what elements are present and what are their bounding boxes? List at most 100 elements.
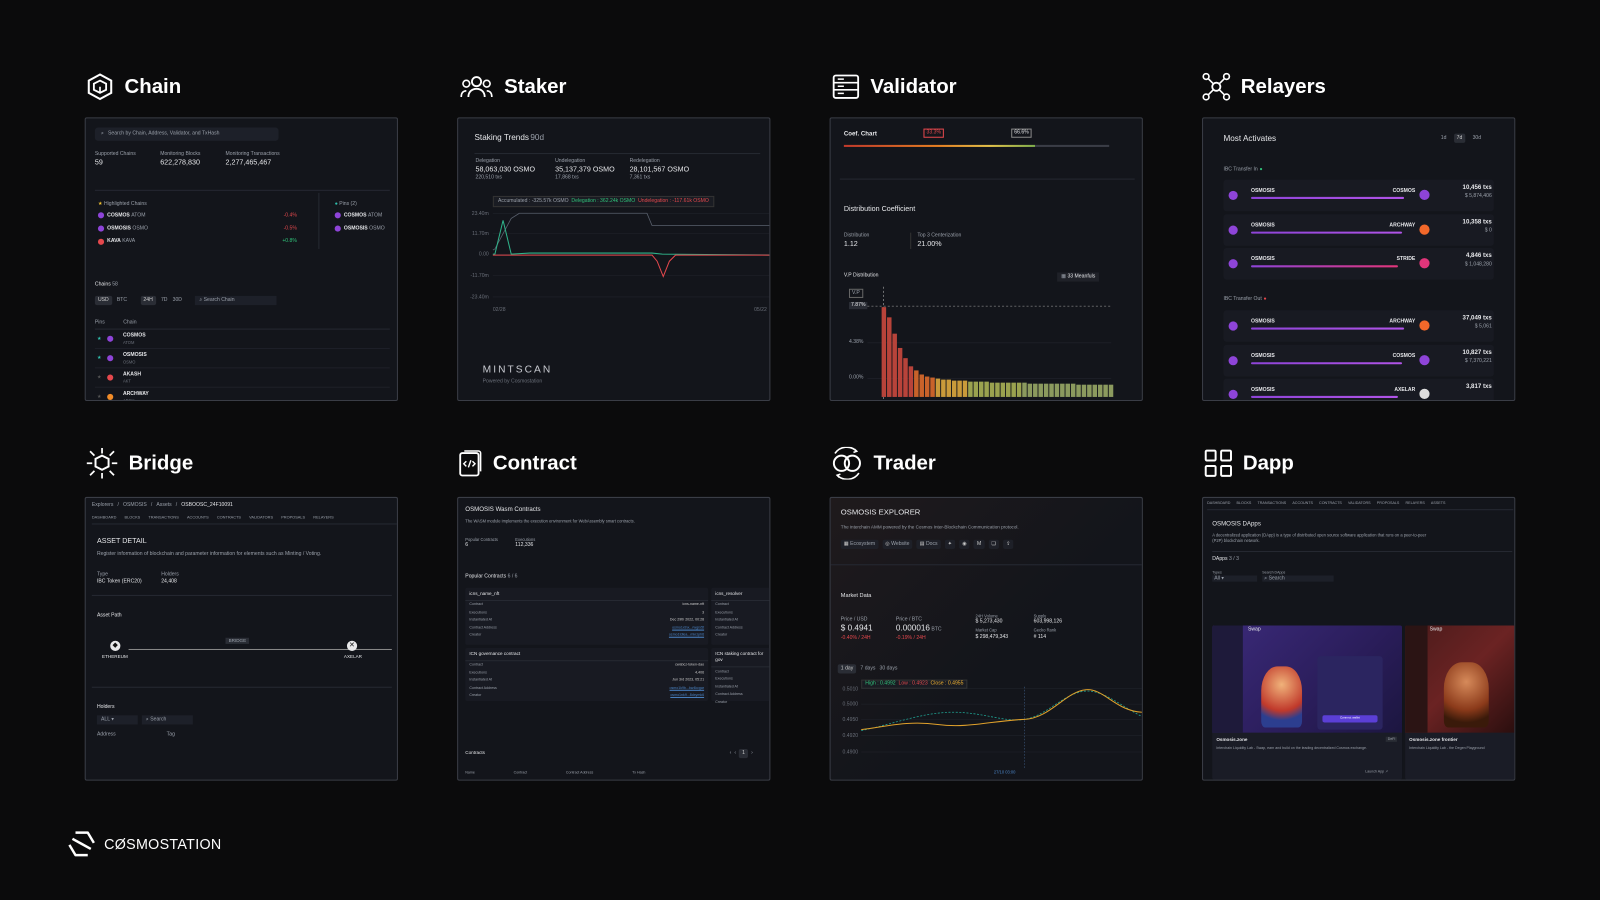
relay-row[interactable]: OSMOSIS STRIDE 4,846 txs $ 1,048,280: [1223, 247, 1494, 280]
prev-icon[interactable]: ‹: [734, 749, 737, 757]
share-icon[interactable]: ⇪: [1003, 539, 1014, 549]
osmosis-logo-icon: [1228, 190, 1238, 200]
nav-dashboard[interactable]: DASHBOARD: [1207, 501, 1231, 506]
y-tick: 11.70m: [472, 231, 489, 237]
range-30d[interactable]: 30d: [1472, 134, 1482, 141]
filter-usd[interactable]: USD: [94, 295, 112, 305]
pin-row[interactable]: OSMOSIS OSMO: [334, 225, 385, 232]
chain-list-row[interactable]: ★ AKASH AKT: [94, 368, 390, 388]
search-chain-input[interactable]: ⌕ Search Chain: [195, 295, 277, 305]
page-current[interactable]: 1: [739, 748, 749, 758]
github-icon[interactable]: ◉: [959, 539, 970, 549]
coef-bar: [843, 144, 1110, 147]
nav-transactions[interactable]: TRANSACTIONS: [1257, 501, 1287, 506]
nav-validators[interactable]: VALIDATORS: [1348, 501, 1371, 506]
divider: [94, 189, 390, 191]
most-activates: Most Activates: [1223, 133, 1277, 143]
vp-bar: [881, 307, 887, 397]
crumb-item[interactable]: OSBOOSC_24F10091: [181, 502, 233, 509]
pin-star-icon[interactable]: ★: [96, 393, 102, 400]
delegation-line: [492, 220, 770, 256]
nav-relayers[interactable]: RELAYERS: [1405, 501, 1425, 506]
dapp-card-frontier[interactable]: Swap Osmosis.zone frontier Interchain Li…: [1405, 625, 1515, 780]
chain-list-row[interactable]: ★ ARCHWAY ARCH: [95, 388, 390, 400]
range-1d[interactable]: 1d: [1440, 134, 1447, 141]
nav-relayers[interactable]: RELAYERS: [313, 515, 334, 520]
contract-card-2[interactable]: icns_resolver Contract Executions Instantia…: [711, 587, 770, 645]
filter-30d[interactable]: 30D: [172, 296, 182, 304]
holders-search[interactable]: ⌕ Search: [141, 715, 193, 725]
types-filter[interactable]: Types All ▾: [1212, 570, 1258, 583]
launch-app-link[interactable]: Launch App ↗: [1365, 769, 1389, 774]
staker-stats: Delegation 58,063,030 OSMO 220,510 txs Und…: [474, 153, 761, 194]
link-docs[interactable]: ▤ Docs: [916, 539, 941, 549]
pin-star-icon[interactable]: ★: [96, 374, 102, 381]
range-1day[interactable]: 1 day: [837, 664, 857, 674]
filter-btc[interactable]: BTC: [116, 296, 128, 304]
nav-blocks[interactable]: BLOCKS: [124, 515, 141, 520]
nav-validators[interactable]: VALIDATORS: [249, 515, 274, 520]
relay-row[interactable]: OSMOSIS ARCHWAY 37,049 txs $ 5,061: [1223, 310, 1494, 342]
relay-row[interactable]: OSMOSIS ARCHWAY 10,358 txs $ 0: [1223, 213, 1494, 246]
nav-blocks[interactable]: BLOCKS: [1236, 501, 1252, 506]
range-7days[interactable]: 7 days: [860, 665, 876, 672]
nav-contracts[interactable]: CONTRACTS: [216, 515, 241, 520]
dapp-card-osmosis[interactable]: Swap Connect wallet Osmosis.zone DeFi In…: [1212, 625, 1403, 780]
price-usd: Price / USD $ 0.4941 -0.40% / 24H: [840, 616, 873, 641]
nav-dashboard[interactable]: DASHBOARD: [91, 515, 117, 520]
highlighted-row[interactable]: KAVA KAVA +0.8%: [97, 238, 297, 245]
filter-24h[interactable]: 24H: [140, 295, 156, 305]
mascot-image: [1261, 666, 1303, 728]
pin-row[interactable]: COSMOS ATOM: [334, 212, 385, 219]
nav-accounts[interactable]: ACCOUNTS: [1292, 501, 1313, 506]
holders-select[interactable]: ALL ▾: [96, 715, 138, 725]
relay-row[interactable]: OSMOSIS COSMOS 10,456 txs $ 5,874,406: [1223, 179, 1494, 212]
activity-bar: [1251, 327, 1405, 330]
nav-assets[interactable]: ASSETS: [1430, 501, 1446, 506]
nav-proposals[interactable]: PROPOSALS: [1376, 501, 1400, 506]
crumb-item[interactable]: Explorers: [91, 502, 114, 509]
relay-row[interactable]: OSMOSIS AXELAR 3,817 txs: [1223, 378, 1494, 400]
pin-star-icon[interactable]: ★: [96, 354, 102, 361]
twitter-icon[interactable]: ✦: [944, 539, 956, 549]
crumb-sep: /: [117, 502, 119, 509]
range-30days[interactable]: 30 days: [879, 665, 898, 672]
prev-page[interactable]: ‹: [729, 749, 732, 757]
asset-detail-heading: ASSET DETAIL: [96, 537, 147, 545]
crumb-item[interactable]: OSMOSIS: [122, 502, 147, 509]
stat-delegation: Delegation 58,063,030 OSMO 220,510 txs: [475, 158, 536, 181]
pin-star-icon[interactable]: ★: [96, 335, 102, 342]
nav-contracts[interactable]: CONTRACTS: [1319, 501, 1342, 506]
medium-icon[interactable]: M: [973, 539, 985, 549]
price-chart: 0.5010 0.5000 0.4950 0.4920 0.4900: [843, 686, 1142, 769]
y-tick: -11.70m: [470, 273, 488, 279]
connect-wallet-button[interactable]: Connect wallet: [1322, 715, 1378, 723]
contract-card-1[interactable]: icns_name_nft Contract icns-name-nft Execut…: [465, 587, 709, 645]
range-7d[interactable]: 7d: [1453, 133, 1466, 143]
highlighted-row[interactable]: COSMOS ATOM -0.4%: [97, 212, 297, 219]
filter-7d[interactable]: 7D: [160, 296, 168, 304]
chain-list-row[interactable]: ★ COSMOS ATOM: [94, 330, 390, 349]
next-page[interactable]: ›: [751, 749, 753, 757]
contract-card-3[interactable]: ICN governance contract Contract cwabcz-to…: [465, 647, 709, 702]
relay-row[interactable]: OSMOSIS COSMOS 10,827 txs $ 7,370,221: [1223, 344, 1494, 377]
chat-icon[interactable]: ❏: [988, 539, 1000, 549]
highlighted-row[interactable]: OSMOSIS OSMO -0.5%: [97, 225, 297, 232]
nav-proposals[interactable]: PROPOSALS: [281, 515, 306, 520]
trader-header: Trader: [831, 446, 936, 480]
coef-chart-label: Coef. Chart: [843, 131, 877, 138]
vp-bar: [924, 376, 930, 397]
crumb-item[interactable]: Assets: [156, 502, 172, 509]
nav-accounts[interactable]: ACCOUNTS: [186, 515, 209, 520]
nav-transactions[interactable]: TRANSACTIONS: [148, 515, 179, 520]
y-tick: 23.40m: [472, 211, 489, 217]
vp-bar: [1070, 383, 1076, 397]
chain-list-row[interactable]: ★ OSMOSIS OSMO: [94, 349, 390, 369]
dapps-search[interactable]: Search DApps ⌕ Search: [1262, 570, 1334, 583]
y-tick: 0.4920: [843, 733, 859, 739]
chain-search-input[interactable]: ⌕ Search by Chain, Address, Validator, an…: [94, 127, 279, 141]
link-ecosystem[interactable]: ▦ Ecosystem: [840, 539, 879, 549]
contract-card-4[interactable]: ICN staking contract for gov Contract Exec…: [711, 647, 770, 704]
link-website[interactable]: ◎ Website: [882, 539, 913, 549]
ohlc-tooltip: High : 0.4992 Low : 0.4923 Close : 0.495…: [861, 679, 968, 689]
